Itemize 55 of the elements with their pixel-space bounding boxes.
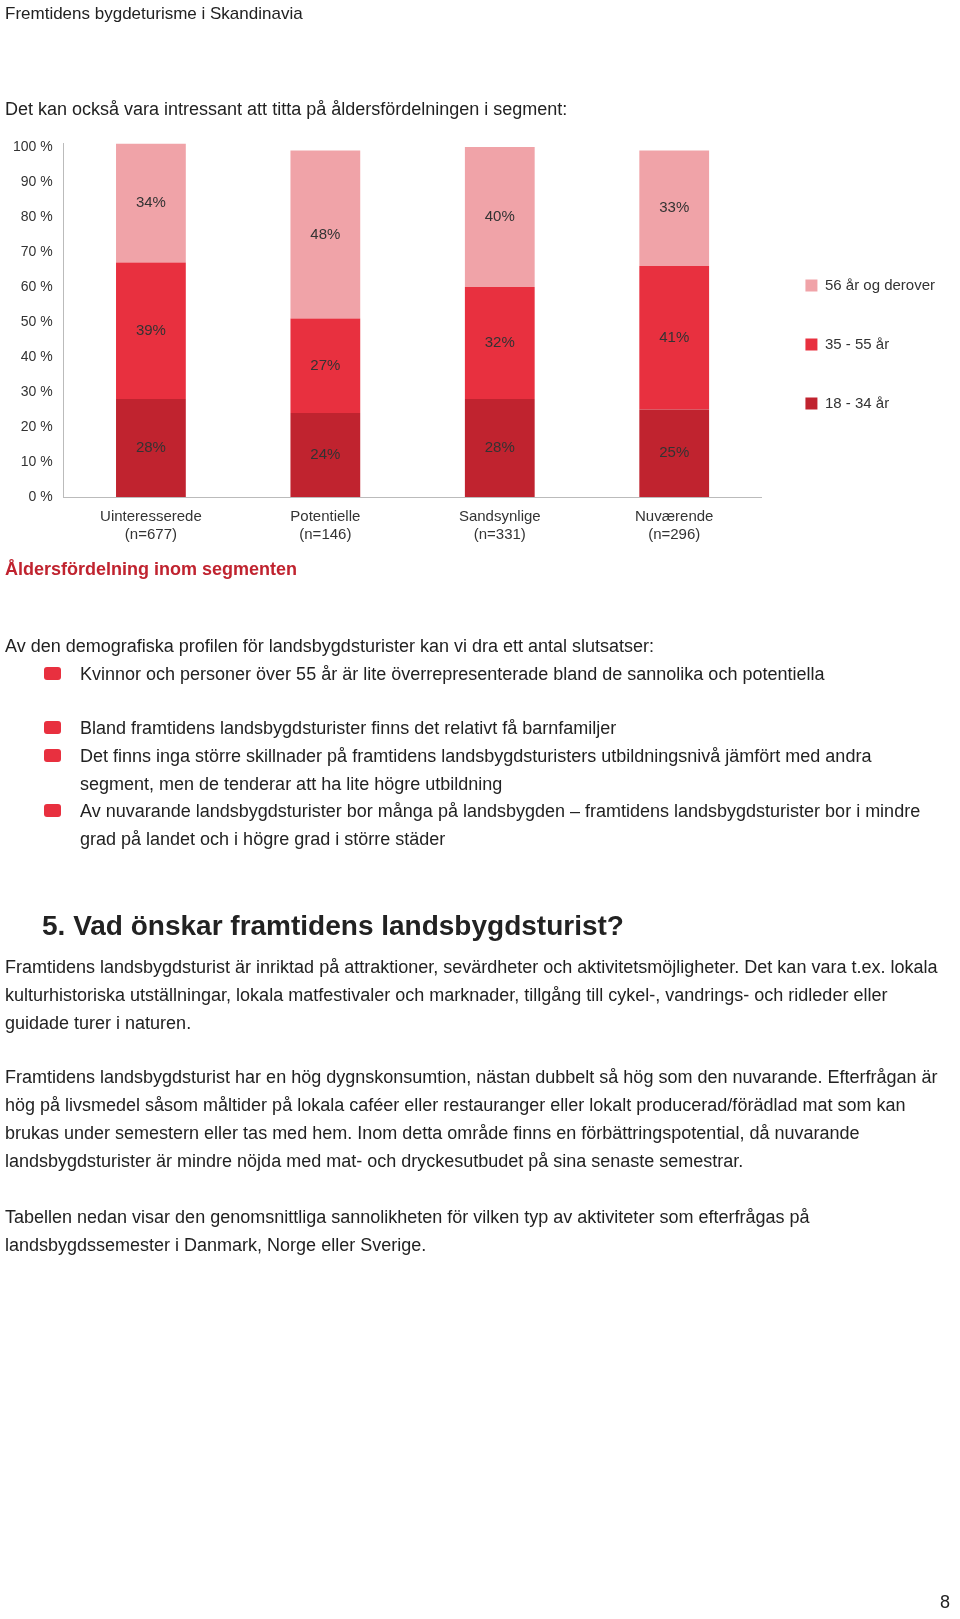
x-tick-label: Potentielle (n=146) — [290, 507, 361, 543]
y-tick-label: 30 % — [20, 382, 53, 399]
data-label: 28% — [484, 438, 515, 456]
text: Av den demografiska profilen för landsbygdsturister kan vi dra ett antal slutsatser: — [5, 635, 655, 658]
x-tick-label: Sandsynlige (n=331) — [458, 507, 541, 543]
y-tick-label: 70 % — [20, 242, 53, 259]
bar — [116, 262, 186, 399]
text: Framtidens landsbygdsturist har en hög dygnskonsumtion, nästan dubbelt så hög som den nuvarande. Efterfrågan är hög på livsmedel såsom måltider på lokala caféer eller restauranger eller lokalt producerad/förädlad mat som kan brukas under semestern eller tas med hem. Inom detta område finns en förbättringspotential, då nuvarande landsbygdsturister är mindre nöjda med mat- och dryckesutbudet på sina senaste semestrar. — [5, 1066, 939, 1173]
bar — [116, 398, 186, 497]
y-tick-label: 80 % — [20, 207, 53, 224]
data-label: 24% — [310, 445, 341, 463]
y-tick-label: 60 % — [20, 277, 53, 294]
bar — [290, 412, 361, 497]
data-label: 28% — [135, 438, 166, 456]
text: Bland framtidens landsbygdsturister finns det relativt få barnfamiljer — [80, 717, 618, 740]
bar — [639, 265, 710, 410]
legend-label: 18 - 34 år — [824, 393, 890, 411]
bar — [464, 398, 535, 497]
text: Tabellen nedan visar den genomsnittliga sannolikheten för vilken typ av aktiviteter som efterfrågas på landsbygdssemester i Danmark, Norge eller Sverige. — [5, 1206, 811, 1257]
text: Det finns inga större skillnader på framtidens landsbygdsturisters utbildningsnivå jämfört med andra segment, men de tenderar att ha lite högre utbildning — [80, 745, 873, 796]
data-label: 27% — [310, 355, 341, 373]
bar — [464, 146, 535, 287]
bar — [639, 409, 710, 497]
bar — [116, 143, 186, 263]
x-tick-label: Nuværende (n=296) — [635, 507, 714, 543]
bar — [639, 150, 710, 266]
data-label: 32% — [484, 333, 515, 351]
y-tick-label: 100 % — [12, 137, 53, 154]
y-tick-label: 10 % — [20, 452, 53, 469]
y-tick-label: 90 % — [20, 172, 53, 189]
bar — [290, 318, 361, 413]
x-tick-label: Uinteresserede (n=677) — [100, 507, 202, 543]
data-label: 34% — [135, 193, 166, 211]
bar — [290, 150, 361, 319]
text: Åldersfördelning inom segmenten — [5, 558, 299, 581]
data-label: 48% — [310, 224, 341, 242]
text: Fremtidens bygdeturisme i Skandinavia — [5, 3, 304, 25]
data-label: 25% — [659, 443, 690, 461]
text: 8 — [939, 1591, 950, 1614]
text: Framtidens landsbygdsturist är inriktad på attraktioner, sevärdheter och aktivitetsmöjligheter. Det kan vara t.ex. lokala kulturhistoriska utställningar, lokala matfestivaler och marknader, tillgång till cykel-, vandrings- och ridleder eller guidade turer i naturen. — [5, 956, 939, 1035]
y-tick-label: 0 % — [28, 487, 53, 504]
data-label: 33% — [659, 198, 690, 216]
data-label: 39% — [135, 320, 166, 338]
data-label: 40% — [484, 207, 515, 225]
bar — [464, 286, 535, 399]
text: Av nuvarande landsbygdsturister bor många på landsbygden – framtidens landsbygdsturister bor i mindre grad på landet och i högre grad i större städer — [80, 800, 922, 851]
y-tick-label: 50 % — [20, 312, 53, 329]
text: 5. Vad önskar framtidens landsbygdsturist? — [42, 910, 625, 941]
text: Kvinnor och personer över 55 år är lite överrepresenterade bland de sannolika och potentiella — [80, 663, 826, 686]
text: Det kan också vara intressant att titta på åldersfördelningen i segment: — [5, 98, 569, 121]
y-tick-label: 40 % — [20, 347, 53, 364]
y-tick-label: 20 % — [20, 417, 53, 434]
legend-label: 56 år og derover — [824, 275, 936, 293]
legend-label: 35 - 55 år — [824, 334, 890, 352]
data-label: 41% — [659, 327, 690, 345]
